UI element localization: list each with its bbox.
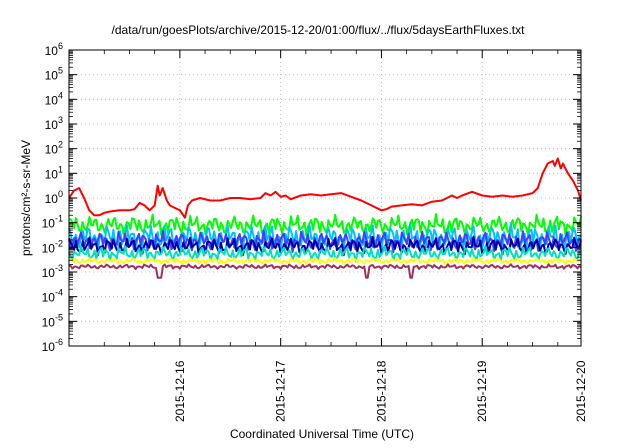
series-line-8 [68, 263, 582, 279]
x-tick-label: 2015-12-17 [274, 360, 288, 422]
y-tick-label: 10-2 [42, 238, 63, 255]
chart-title: /data/run/goesPlots/archive/2015-12-20/0… [112, 23, 526, 37]
y-axis-label: protons/cm²-s-sr-MeV [19, 140, 33, 256]
y-tick-label: 10-1 [42, 214, 63, 231]
x-tick-label: 2015-12-19 [475, 360, 489, 422]
series-line-7 [68, 256, 582, 265]
y-tick-label: 10-5 [42, 312, 63, 329]
y-tick-label: 100 [45, 189, 63, 206]
x-axis-label: Coordinated Universal Time (UTC) [230, 427, 414, 441]
y-tick-label: 101 [45, 164, 63, 181]
x-tick-label: 2015-12-18 [374, 360, 388, 422]
y-tick-label: 105 [45, 66, 63, 83]
y-tick-label: 10-4 [42, 288, 63, 305]
y-tick-label: 10-3 [42, 263, 63, 280]
grid-lines [69, 50, 582, 346]
series-line-2 [68, 213, 582, 237]
y-tick-label: 104 [45, 90, 63, 107]
y-tick-labels: 106 105 104 103 102 101 100 10-1 10-2 10-3 10-4 10-… [42, 41, 63, 354]
data-series [68, 157, 582, 279]
y-tick-label: 102 [45, 140, 63, 157]
x-tick-label: 2015-12-20 [574, 360, 588, 422]
y-tick-label: 10-6 [42, 337, 63, 354]
x-tick-label: 2015-12-16 [173, 360, 187, 422]
y-tick-label: 106 [45, 41, 63, 58]
series-line-1 [68, 157, 582, 219]
axis-ticks [69, 49, 582, 347]
x-tick-labels: 2015-12-16 2015-12-17 2015-12-18 2015-12-19… [173, 360, 588, 422]
y-tick-label: 103 [45, 115, 63, 132]
